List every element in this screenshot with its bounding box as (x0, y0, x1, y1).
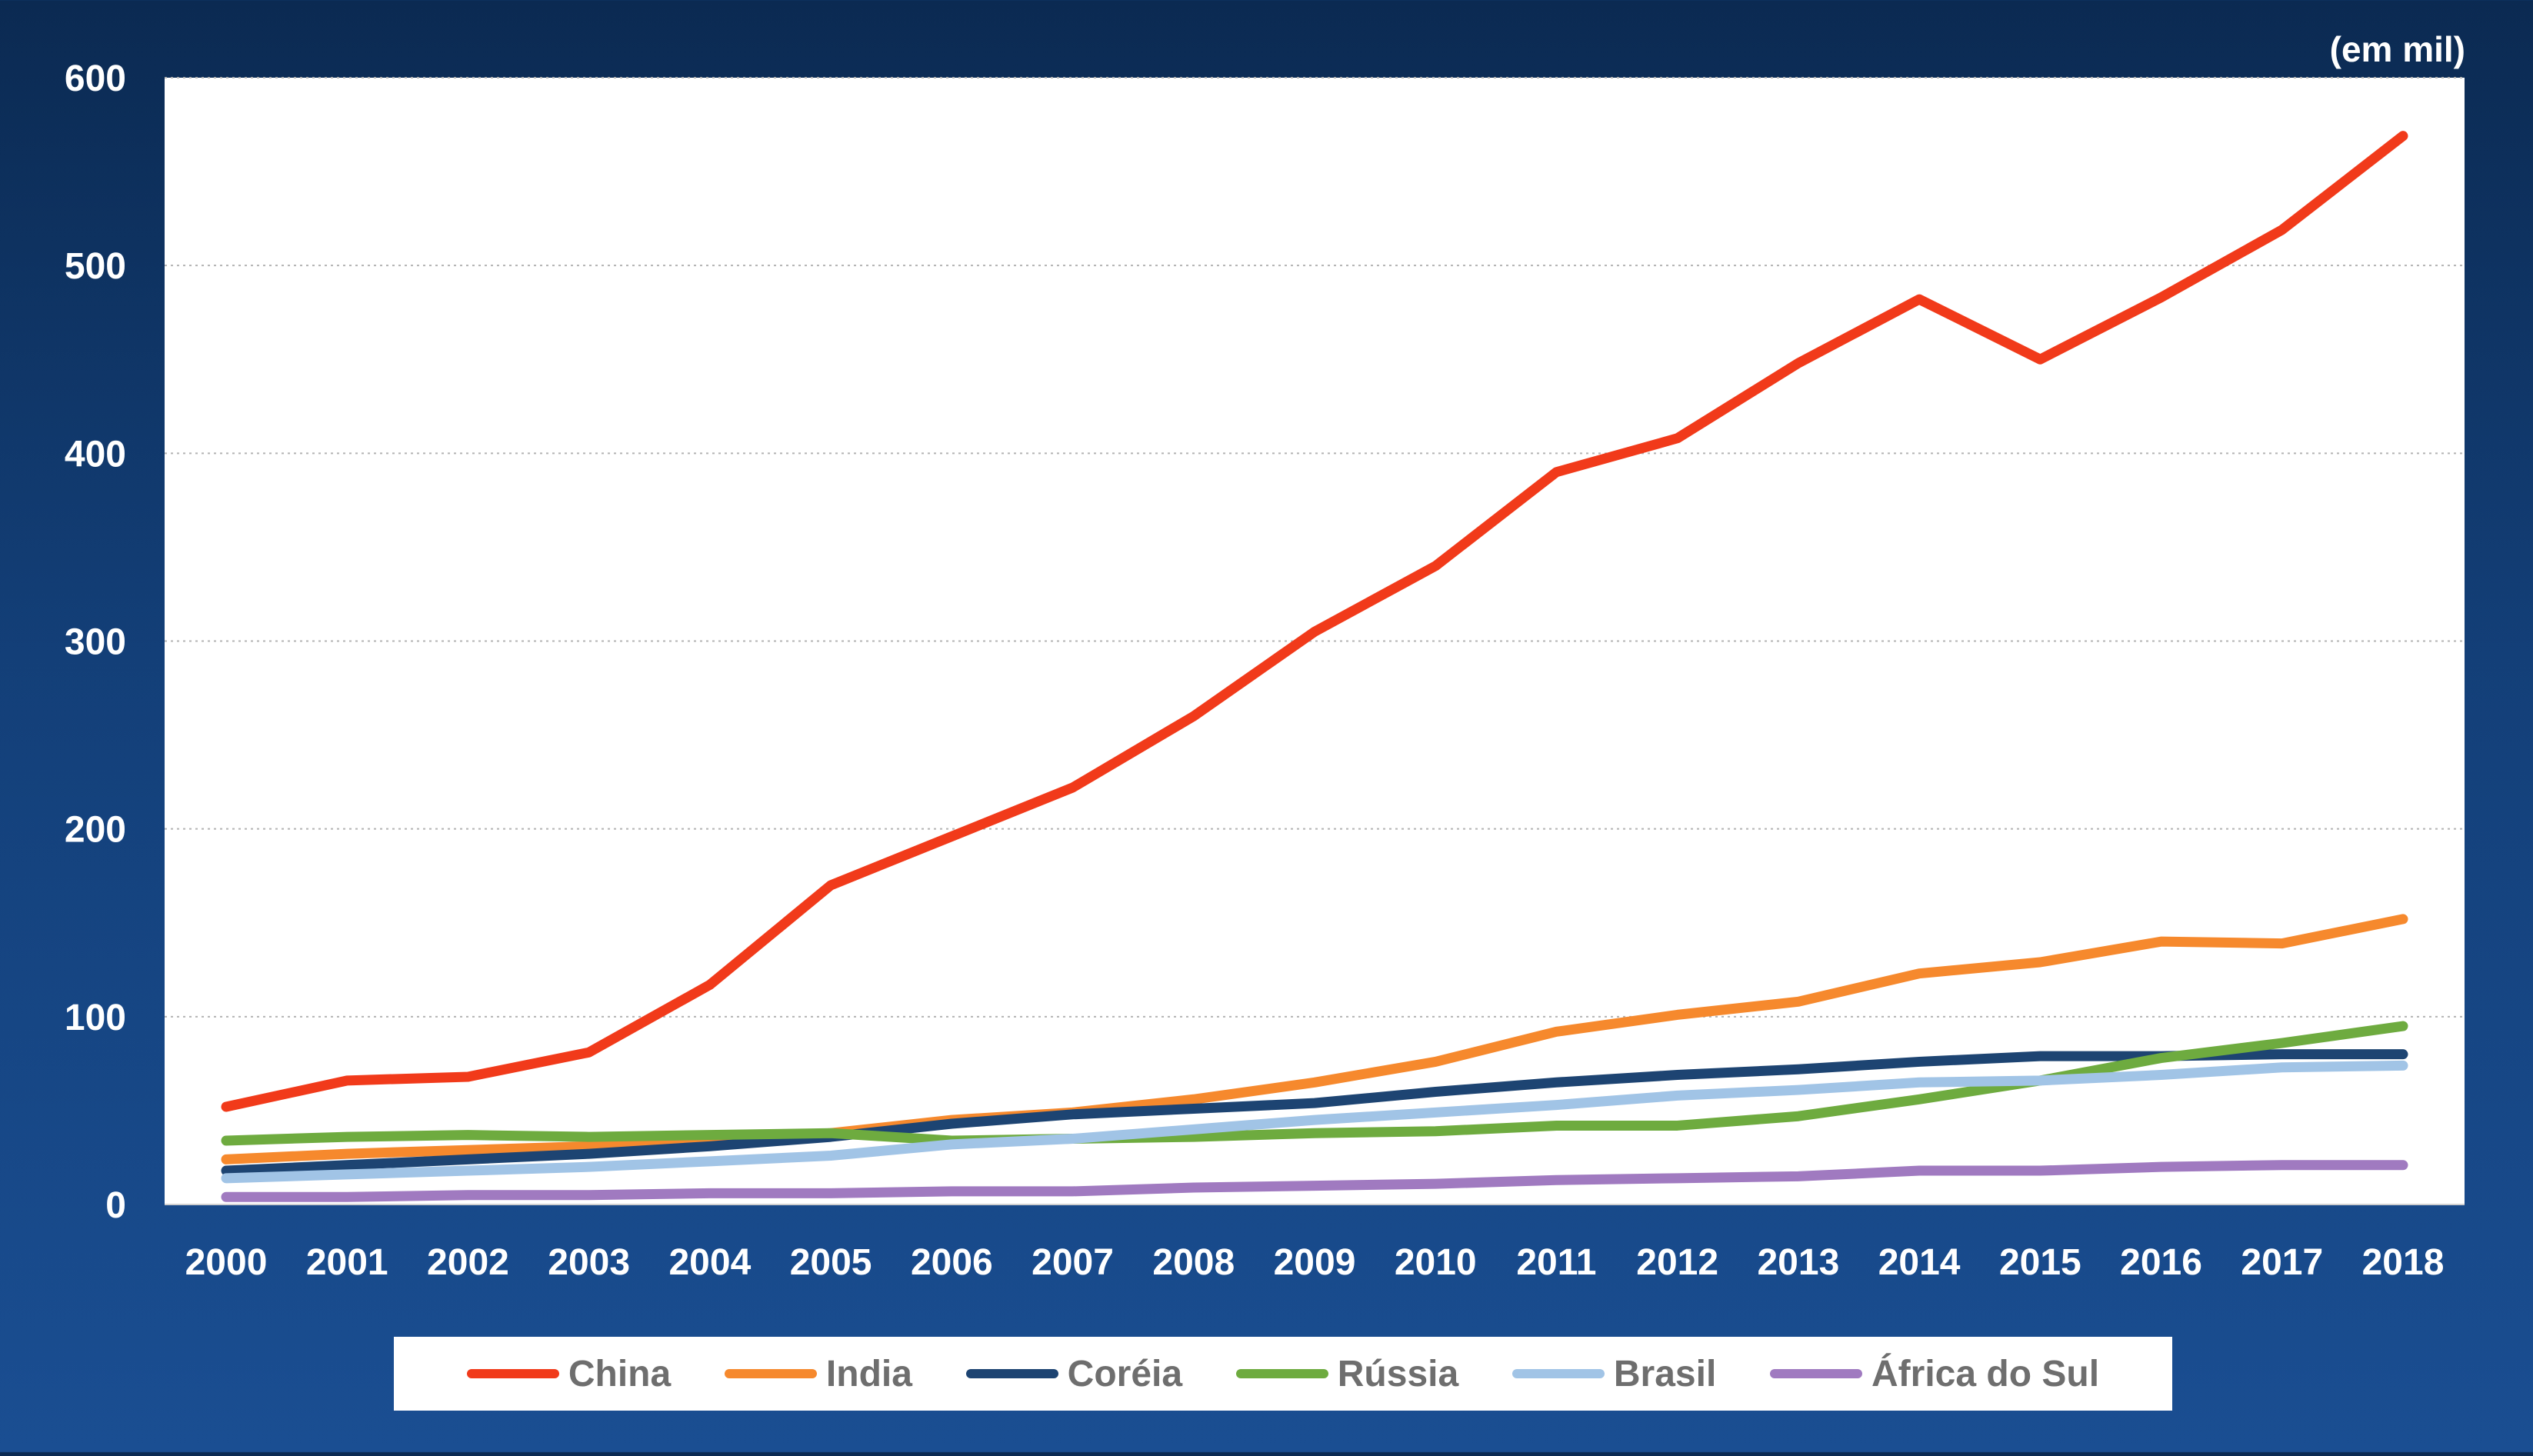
y-tick-label: 500 (65, 246, 126, 287)
x-tick-label: 2011 (1516, 1242, 1596, 1283)
y-tick-label: 300 (65, 622, 126, 663)
legend-label: Brasil (1614, 1353, 1716, 1395)
legend-item-africa-do-sul: África do Sul (1770, 1353, 2099, 1395)
legend-swatch (1770, 1369, 1862, 1378)
legend-label: India (826, 1353, 912, 1395)
legend-swatch (966, 1369, 1058, 1378)
legend-label: Coréia (1068, 1353, 1182, 1395)
x-tick-label: 2000 (185, 1242, 268, 1283)
legend-swatch (1236, 1369, 1328, 1378)
y-tick-label: 200 (65, 810, 126, 851)
x-tick-label: 2005 (790, 1242, 872, 1283)
legend-label: China (568, 1353, 671, 1395)
x-tick-label: 2012 (1636, 1242, 1718, 1283)
legend-swatch (467, 1369, 559, 1378)
legend-item-india: India (725, 1353, 912, 1395)
x-tick-label: 2017 (2241, 1242, 2323, 1283)
x-tick-label: 2001 (306, 1242, 388, 1283)
x-tick-label: 2010 (1395, 1242, 1477, 1283)
legend-item-russia: Rússia (1236, 1353, 1458, 1395)
x-tick-label: 2006 (911, 1242, 993, 1283)
y-tick-label: 600 (65, 58, 126, 99)
legend-swatch (1512, 1369, 1605, 1378)
x-tick-label: 2015 (1999, 1242, 2081, 1283)
unit-label: (em mil) (2330, 29, 2465, 69)
x-tick-label: 2003 (548, 1242, 630, 1283)
y-tick-label: 0 (105, 1185, 126, 1226)
y-tick-label: 100 (65, 998, 126, 1038)
legend-item-brasil: Brasil (1512, 1353, 1716, 1395)
x-tick-label: 2008 (1152, 1242, 1235, 1283)
x-tick-label: 2018 (2362, 1242, 2445, 1283)
x-tick-label: 2009 (1274, 1242, 1356, 1283)
legend: China India Coréia Rússia Brasil África do Su… (394, 1337, 2172, 1411)
legend-label: África do Sul (1871, 1353, 2099, 1395)
x-tick-label: 2014 (1878, 1242, 1961, 1283)
legend-item-china: China (467, 1353, 671, 1395)
x-tick-label: 2002 (427, 1242, 509, 1283)
x-tick-label: 2013 (1757, 1242, 1839, 1283)
x-tick-label: 2004 (668, 1242, 751, 1283)
legend-label: Rússia (1338, 1353, 1458, 1395)
legend-swatch (725, 1369, 817, 1378)
x-tick-label: 2016 (2120, 1242, 2202, 1283)
legend-item-coreia: Coréia (966, 1353, 1182, 1395)
x-tick-label: 2007 (1032, 1242, 1114, 1283)
y-tick-label: 400 (65, 434, 126, 475)
